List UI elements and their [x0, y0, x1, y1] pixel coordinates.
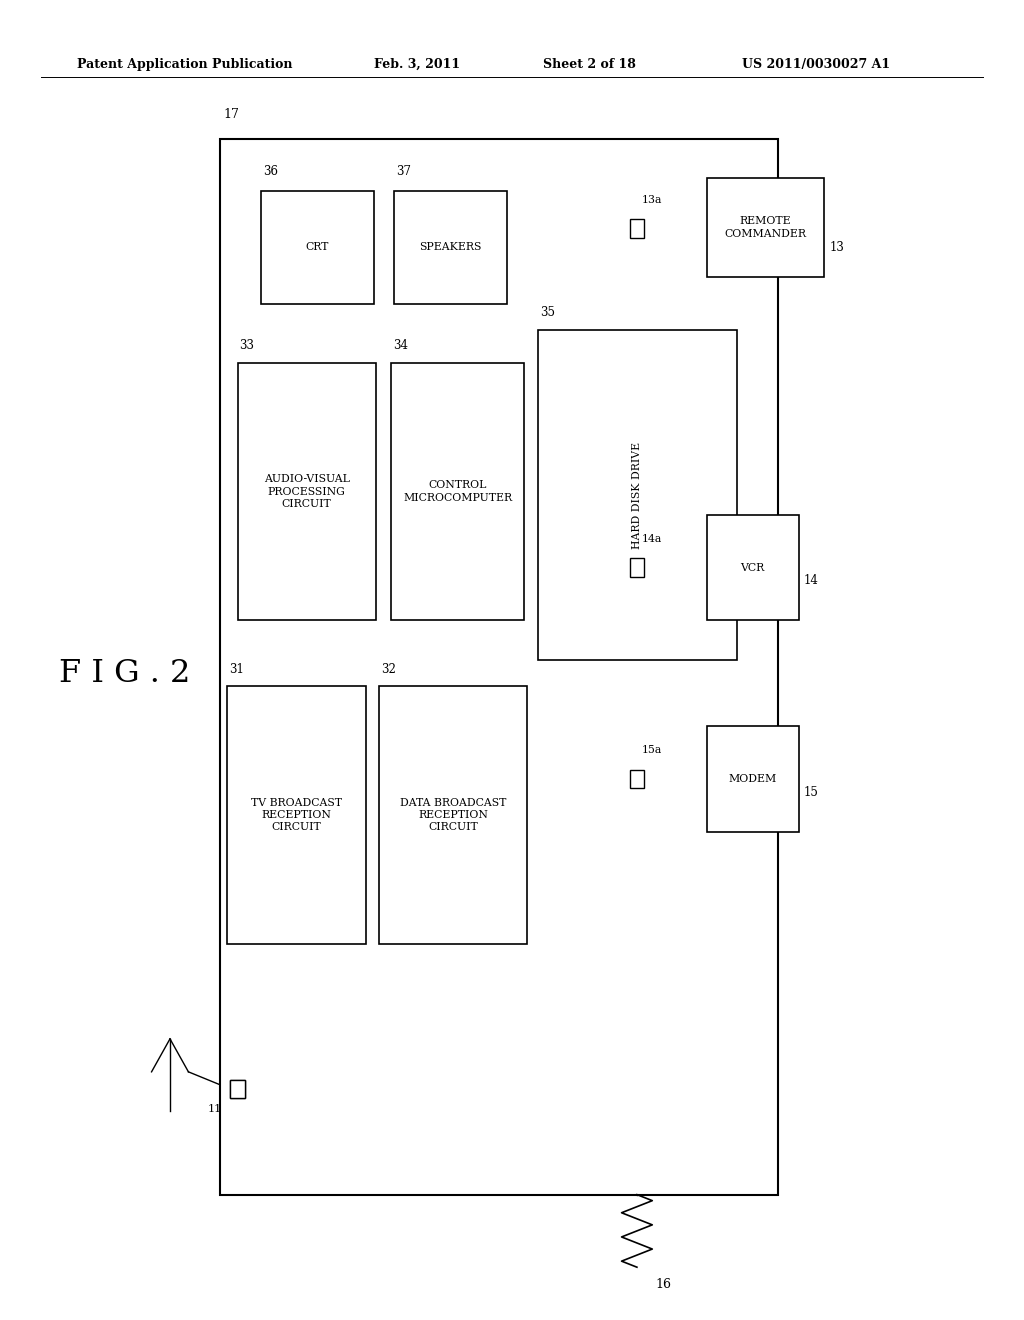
Text: 14a: 14a	[642, 533, 663, 544]
Text: Feb. 3, 2011: Feb. 3, 2011	[374, 58, 460, 71]
Text: Sheet 2 of 18: Sheet 2 of 18	[543, 58, 636, 71]
Bar	[230, 1080, 245, 1098]
Bar	[630, 558, 644, 577]
Text: Patent Application Publication: Patent Application Publication	[77, 58, 292, 71]
Bar	[391, 363, 524, 620]
Bar	[394, 191, 507, 304]
Text: 32: 32	[381, 663, 396, 676]
Bar	[227, 686, 366, 944]
Bar	[230, 1080, 245, 1098]
Text: 11: 11	[208, 1104, 222, 1114]
Text: 33: 33	[240, 339, 255, 352]
Text: 16: 16	[655, 1278, 672, 1291]
Bar	[707, 178, 824, 277]
Text: SPEAKERS: SPEAKERS	[420, 243, 481, 252]
Text: HARD DISK DRIVE: HARD DISK DRIVE	[633, 441, 642, 549]
Bar	[238, 363, 376, 620]
Bar	[707, 515, 799, 620]
Text: 14: 14	[804, 574, 819, 587]
Text: 17: 17	[223, 108, 240, 121]
Text: VCR: VCR	[740, 562, 765, 573]
Text: CONTROL
MICROCOMPUTER: CONTROL MICROCOMPUTER	[403, 480, 512, 503]
Text: 34: 34	[393, 339, 409, 352]
Bar	[538, 330, 737, 660]
Text: 13a: 13a	[642, 194, 663, 205]
Text: REMOTE
COMMANDER: REMOTE COMMANDER	[724, 216, 807, 239]
Text: US 2011/0030027 A1: US 2011/0030027 A1	[742, 58, 891, 71]
Text: DATA BROADCAST
RECEPTION
CIRCUIT: DATA BROADCAST RECEPTION CIRCUIT	[400, 797, 506, 833]
Text: AUDIO-VISUAL
PROCESSING
CIRCUIT: AUDIO-VISUAL PROCESSING CIRCUIT	[264, 474, 349, 510]
Text: 15a: 15a	[642, 744, 663, 755]
Bar	[630, 219, 644, 238]
Text: TV BROADCAST
RECEPTION
CIRCUIT: TV BROADCAST RECEPTION CIRCUIT	[251, 797, 342, 833]
Bar	[630, 770, 644, 788]
Text: 13: 13	[829, 242, 845, 253]
Text: F I G . 2: F I G . 2	[59, 657, 190, 689]
Text: 31: 31	[229, 663, 245, 676]
Text: 15: 15	[804, 785, 819, 799]
Text: CRT: CRT	[306, 243, 329, 252]
Text: 35: 35	[540, 306, 555, 319]
Bar	[379, 686, 527, 944]
Bar	[220, 139, 778, 1195]
Text: 37: 37	[396, 165, 412, 178]
Bar	[261, 191, 374, 304]
Text: MODEM: MODEM	[728, 774, 777, 784]
Bar	[707, 726, 799, 832]
Text: 36: 36	[263, 165, 279, 178]
